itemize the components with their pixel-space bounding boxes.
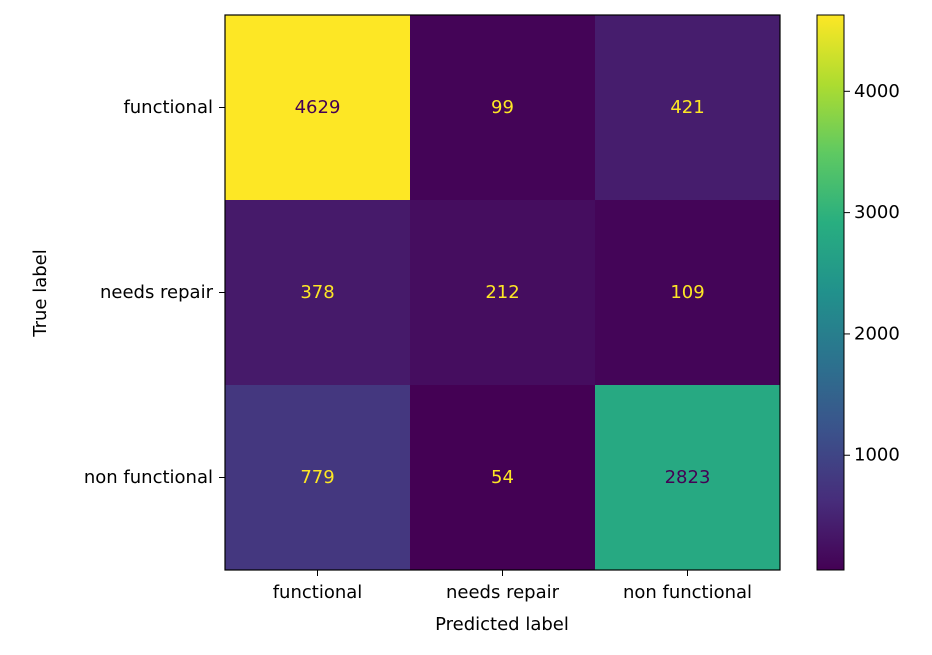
heatmap-cell <box>225 200 411 386</box>
heatmap-cells <box>225 15 781 571</box>
y-tick-label: non functional <box>84 467 213 488</box>
x-tick-label: non functional <box>623 582 752 603</box>
cell-value-label: 109 <box>670 282 704 303</box>
x-tick-label: needs repair <box>446 582 560 603</box>
x-axis-label: Predicted label <box>435 614 569 635</box>
cell-value-label: 212 <box>485 282 519 303</box>
colorbar-ticks: 1000 2000 3000 4000 <box>844 81 900 466</box>
y-tick-label: needs repair <box>100 282 214 303</box>
heatmap-cell <box>410 385 596 571</box>
heatmap-cell <box>595 385 781 571</box>
heatmap-cell <box>595 15 781 201</box>
cell-value-label: 378 <box>300 282 334 303</box>
cell-value-label: 4629 <box>295 97 341 118</box>
cell-value-label: 2823 <box>665 467 711 488</box>
y-axis-label: True label <box>30 249 51 338</box>
heatmap-cell <box>595 200 781 386</box>
heatmap-cell <box>410 200 596 386</box>
colorbar-tick-label: 3000 <box>854 202 900 223</box>
y-axis-ticks: functional needs repair non functional <box>84 97 225 488</box>
y-tick-label: functional <box>123 97 213 118</box>
cell-value-label: 421 <box>670 97 704 118</box>
x-tick-label: functional <box>273 582 363 603</box>
colorbar-tick-label: 1000 <box>854 445 900 466</box>
colorbar-tick-label: 4000 <box>854 81 900 102</box>
heatmap-cell <box>225 15 411 201</box>
x-axis-ticks: functional needs repair non functional <box>273 570 752 603</box>
heatmap-cell <box>225 385 411 571</box>
colorbar-tick-label: 2000 <box>854 323 900 344</box>
cell-value-label: 99 <box>491 97 514 118</box>
cell-value-label: 779 <box>300 467 334 488</box>
heatmap-cell <box>410 15 596 201</box>
cell-value-labels: 4629 99 421 378 212 109 779 54 2823 <box>295 97 711 488</box>
cell-value-label: 54 <box>491 467 514 488</box>
colorbar <box>816 14 845 571</box>
